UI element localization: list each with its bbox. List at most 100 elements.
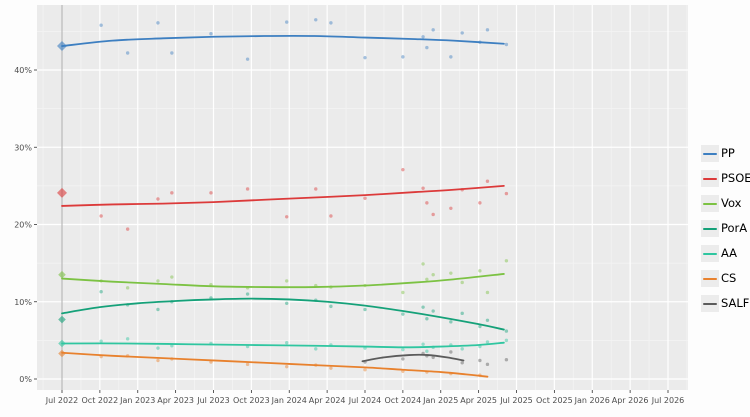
poll-dot — [449, 271, 453, 275]
x-tick-label: Oct 2023 — [233, 396, 270, 405]
poll-dot — [425, 317, 429, 321]
x-tick-label: Jul 2024 — [348, 396, 382, 405]
x-tick-label: Jul 2026 — [651, 396, 685, 405]
poll-dot — [425, 277, 429, 282]
poll-dot — [401, 290, 405, 295]
poll-dot — [363, 307, 367, 312]
legend-label: SALF — [721, 295, 750, 310]
poll-dot — [156, 197, 160, 201]
poll-dot — [314, 18, 318, 22]
legend-item-pora: PorA — [701, 216, 750, 241]
poll-dot — [125, 286, 130, 290]
poll-dot — [245, 57, 250, 61]
legend-key-vox — [701, 195, 719, 212]
poll-dot — [449, 320, 453, 324]
poll-dot — [125, 227, 130, 231]
poll-dot — [363, 196, 367, 200]
legend-item-cs: CS — [701, 266, 750, 291]
poll-dot — [285, 340, 289, 345]
trend-line-pp — [61, 34, 505, 47]
legend-label: PSOE — [721, 170, 750, 185]
poll-dot — [156, 346, 160, 350]
legend-swatch-line — [703, 252, 717, 255]
poll-dot — [460, 347, 464, 351]
poll-dot — [329, 366, 333, 370]
x-tick-label: Jul 2025 — [499, 396, 533, 405]
legend-swatch-line — [703, 177, 717, 180]
poll-dot — [478, 201, 482, 205]
legend-item-aa: AA — [701, 241, 750, 266]
axes: Jul 2022 Oct 2022 Jan 2023 Apr 2023 Jul 2023… — [14, 66, 684, 405]
poll-dot — [245, 292, 250, 296]
poll-dot — [504, 357, 509, 362]
poll-dot — [504, 42, 509, 47]
x-tick-label: Oct 2025 — [536, 396, 573, 405]
legend-swatch-line — [703, 227, 717, 230]
legend-swatch-line — [703, 302, 717, 305]
poll-dot — [421, 342, 425, 346]
poll-dot — [478, 324, 482, 329]
poll-dot — [99, 214, 103, 218]
poll-dot — [99, 339, 103, 343]
legend-label: Vox — [721, 195, 742, 210]
poll-dot — [314, 347, 318, 351]
poll-dot — [504, 259, 509, 263]
x-tick-label: Apr 2024 — [309, 396, 346, 405]
trend-line-vox — [61, 273, 505, 289]
poll-dot — [425, 45, 429, 50]
x-tick-label: Jul 2022 — [45, 396, 79, 405]
poll-dot — [431, 28, 435, 32]
poll-dot — [504, 191, 509, 196]
poll-dot — [99, 23, 103, 27]
poll-dot — [431, 273, 435, 277]
legend-key-psoe — [701, 170, 719, 187]
poll-dot — [485, 318, 490, 322]
poll-dot — [485, 28, 490, 32]
poll-dot — [99, 290, 103, 294]
poll-dot — [125, 337, 130, 341]
x-tick-label: Jan 2023 — [119, 396, 155, 405]
poll-dot — [245, 187, 250, 191]
poll-dot — [485, 340, 490, 344]
election-diamond-pp — [57, 41, 67, 52]
legend-label: PorA — [721, 220, 748, 235]
gridlines-minor — [37, 5, 688, 390]
election-diamond-psoe — [57, 187, 67, 198]
poll-dot — [485, 290, 490, 295]
poll-dot — [460, 31, 464, 35]
poll-dot — [431, 212, 435, 217]
legend-item-salf: SALF — [701, 291, 750, 316]
poll-dot — [285, 20, 289, 24]
poll-dot — [449, 206, 453, 210]
poll-dot — [421, 305, 425, 309]
x-tick-label: Apr 2025 — [460, 396, 497, 405]
legend-label: AA — [721, 245, 738, 260]
poll-dot — [421, 35, 425, 39]
poll-dot — [170, 275, 174, 279]
x-tick-label: Oct 2024 — [385, 396, 422, 405]
poll-dot — [285, 215, 289, 219]
poll-dot — [170, 191, 174, 195]
trend-line-salf — [361, 353, 465, 363]
poll-dot — [363, 368, 367, 372]
poll-dot — [285, 364, 289, 369]
election-diamond-aa — [58, 339, 66, 348]
poll-dot — [401, 312, 405, 316]
poll-dot — [485, 179, 490, 183]
poll-dot — [314, 187, 318, 191]
legend-label: PP — [721, 145, 735, 160]
poll-dot — [329, 304, 333, 309]
poll-dot — [329, 214, 333, 218]
y-tick-label: 40% — [14, 66, 32, 75]
legend-item-psoe: PSOE — [701, 166, 750, 191]
poll-dot — [156, 279, 160, 283]
legend-item-pp: PP — [701, 141, 750, 166]
x-tick-label: Jan 2024 — [271, 396, 307, 405]
poll-dot — [485, 362, 490, 367]
poll-dot — [401, 55, 405, 59]
trend-line-aa — [61, 341, 505, 349]
poll-dot — [245, 362, 250, 367]
x-tick-label: Jan 2026 — [574, 396, 610, 405]
trend-line-cs — [61, 351, 489, 378]
